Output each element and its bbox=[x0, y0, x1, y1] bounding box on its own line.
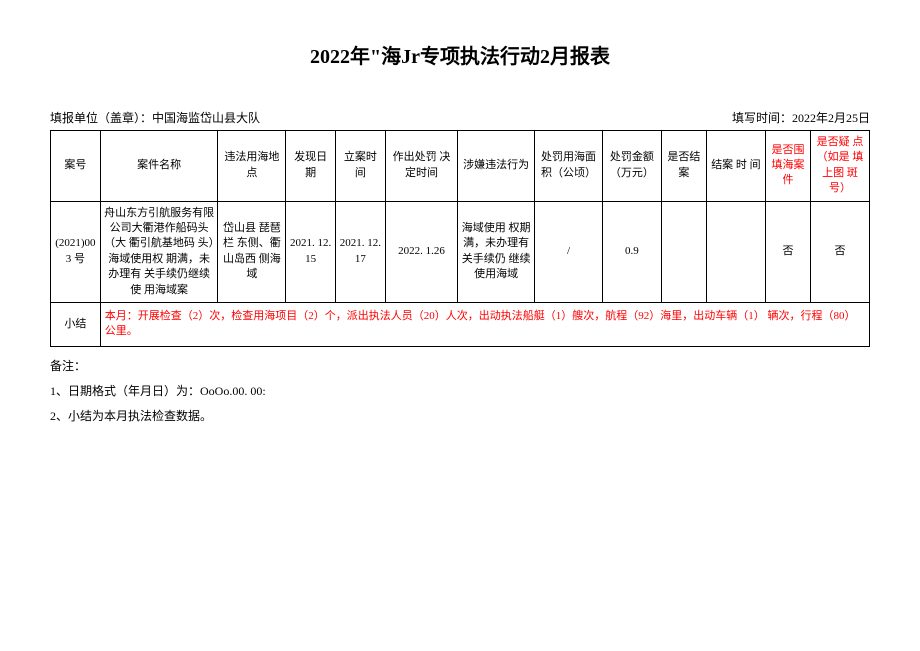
summary-text: 本月：开展检查（2）次，检查用海项目（2）个，派出执法人员（20）人次，出动执法… bbox=[100, 302, 869, 346]
table-header-row: 案号 案件名称 违法用海地点 发现日期 立案时间 作出处罚 决定时间 涉嫌违法行… bbox=[51, 131, 870, 202]
header-fine-amount: 处罚金额（万元） bbox=[602, 131, 661, 202]
cell-is-closed bbox=[661, 201, 706, 302]
header-close-time: 结案 时 间 bbox=[707, 131, 766, 202]
cell-fine-amount: 0.9 bbox=[602, 201, 661, 302]
report-date: 填写时间：2022年2月25日 bbox=[732, 109, 870, 126]
note-1: 1、日期格式（年月日）为：OoOo.00. 00: bbox=[50, 382, 870, 401]
notes-label: 备注： bbox=[50, 357, 870, 376]
cell-location: 岱山县 琵琶栏 东侧、衢 山岛西 侧海域 bbox=[218, 201, 286, 302]
table-row: (2021)003 号 舟山东方引航服务有限公司大衢港作船码头（大 衢引航基地码… bbox=[51, 201, 870, 302]
header-is-doubt: 是否疑 点（如是 填上图 斑号） bbox=[811, 131, 870, 202]
cell-case-name: 舟山东方引航服务有限公司大衢港作船码头（大 衢引航基地码 头）海域使用权 期满，… bbox=[100, 201, 218, 302]
cell-violation: 海域使用 权期满，未办理有 关手续仍 继续使用海域 bbox=[458, 201, 535, 302]
note-2: 2、小结为本月执法检查数据。 bbox=[50, 407, 870, 426]
cell-penalty-date: 2022. 1.26 bbox=[385, 201, 457, 302]
header-case-no: 案号 bbox=[51, 131, 101, 202]
summary-row: 小结 本月：开展检查（2）次，检查用海项目（2）个，派出执法人员（20）人次，出… bbox=[51, 302, 870, 346]
cell-case-no: (2021)003 号 bbox=[51, 201, 101, 302]
cell-discover-date: 2021. 12. 15 bbox=[286, 201, 336, 302]
header-discover-date: 发现日期 bbox=[286, 131, 336, 202]
cell-is-doubt: 否 bbox=[811, 201, 870, 302]
header-penalty-area: 处罚用海面积（公顷） bbox=[535, 131, 603, 202]
summary-label: 小结 bbox=[51, 302, 101, 346]
reporting-unit: 填报单位（盖章）：中国海监岱山县大队 bbox=[50, 109, 260, 126]
header-location: 违法用海地点 bbox=[218, 131, 286, 202]
header-info-row: 填报单位（盖章）：中国海监岱山县大队 填写时间：2022年2月25日 bbox=[50, 109, 870, 126]
header-filing-time: 立案时间 bbox=[336, 131, 386, 202]
cell-filing-time: 2021. 12. 17 bbox=[336, 201, 386, 302]
header-is-closed: 是否结案 bbox=[661, 131, 706, 202]
header-case-name: 案件名称 bbox=[100, 131, 218, 202]
report-table: 案号 案件名称 违法用海地点 发现日期 立案时间 作出处罚 决定时间 涉嫌违法行… bbox=[50, 130, 870, 347]
cell-is-enclosure: 否 bbox=[765, 201, 810, 302]
header-penalty-date: 作出处罚 决定时间 bbox=[385, 131, 457, 202]
cell-close-time bbox=[707, 201, 766, 302]
notes-section: 备注： 1、日期格式（年月日）为：OoOo.00. 00: 2、小结为本月执法检… bbox=[50, 357, 870, 427]
header-is-enclosure: 是否围填海案件 bbox=[765, 131, 810, 202]
page-title: 2022年"海Jr专项执法行动2月报表 bbox=[50, 40, 870, 69]
header-violation: 涉嫌违法行为 bbox=[458, 131, 535, 202]
cell-penalty-area: / bbox=[535, 201, 603, 302]
